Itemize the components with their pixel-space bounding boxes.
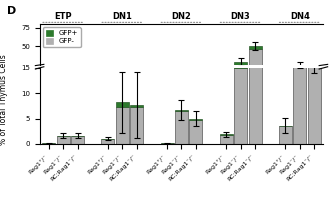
Bar xyxy=(293,58,306,144)
Bar xyxy=(189,80,203,84)
Bar xyxy=(175,79,188,84)
Bar xyxy=(220,135,233,144)
Bar xyxy=(160,143,174,144)
Bar xyxy=(279,126,292,144)
Text: % of Total Thymus Cells: % of Total Thymus Cells xyxy=(0,55,8,145)
Bar xyxy=(71,136,84,144)
Bar xyxy=(234,68,247,144)
Bar xyxy=(293,31,306,58)
Bar xyxy=(116,107,129,144)
Bar xyxy=(293,71,306,84)
Bar xyxy=(308,72,321,84)
Text: DN4: DN4 xyxy=(290,12,310,21)
Text: DN3: DN3 xyxy=(231,12,250,21)
Bar xyxy=(234,62,247,72)
Legend: GFP+, GFP-: GFP+, GFP- xyxy=(43,27,81,47)
Bar xyxy=(101,83,115,84)
Bar xyxy=(220,134,233,135)
Bar xyxy=(308,71,321,72)
Bar xyxy=(248,49,262,84)
Bar xyxy=(116,78,129,84)
Bar xyxy=(189,120,203,144)
Text: DN1: DN1 xyxy=(113,12,132,21)
Bar xyxy=(130,107,143,144)
Bar xyxy=(308,63,321,144)
Bar xyxy=(189,119,203,120)
Text: DN2: DN2 xyxy=(172,12,191,21)
Bar xyxy=(57,136,70,144)
Bar xyxy=(130,78,143,84)
Bar xyxy=(248,0,262,144)
Bar xyxy=(71,82,84,84)
Bar xyxy=(175,110,188,111)
Bar xyxy=(130,105,143,107)
Bar xyxy=(101,139,115,144)
Bar xyxy=(248,46,262,49)
Bar xyxy=(293,67,306,71)
Text: ETP: ETP xyxy=(54,12,72,21)
Bar xyxy=(57,82,70,84)
Bar xyxy=(116,77,129,78)
Bar xyxy=(279,81,292,84)
Bar xyxy=(308,58,321,63)
Bar xyxy=(234,72,247,84)
Bar xyxy=(234,0,247,68)
Bar xyxy=(42,143,55,144)
Bar xyxy=(220,82,233,84)
Text: D: D xyxy=(7,6,16,16)
Bar xyxy=(116,102,129,107)
Bar xyxy=(175,111,188,144)
